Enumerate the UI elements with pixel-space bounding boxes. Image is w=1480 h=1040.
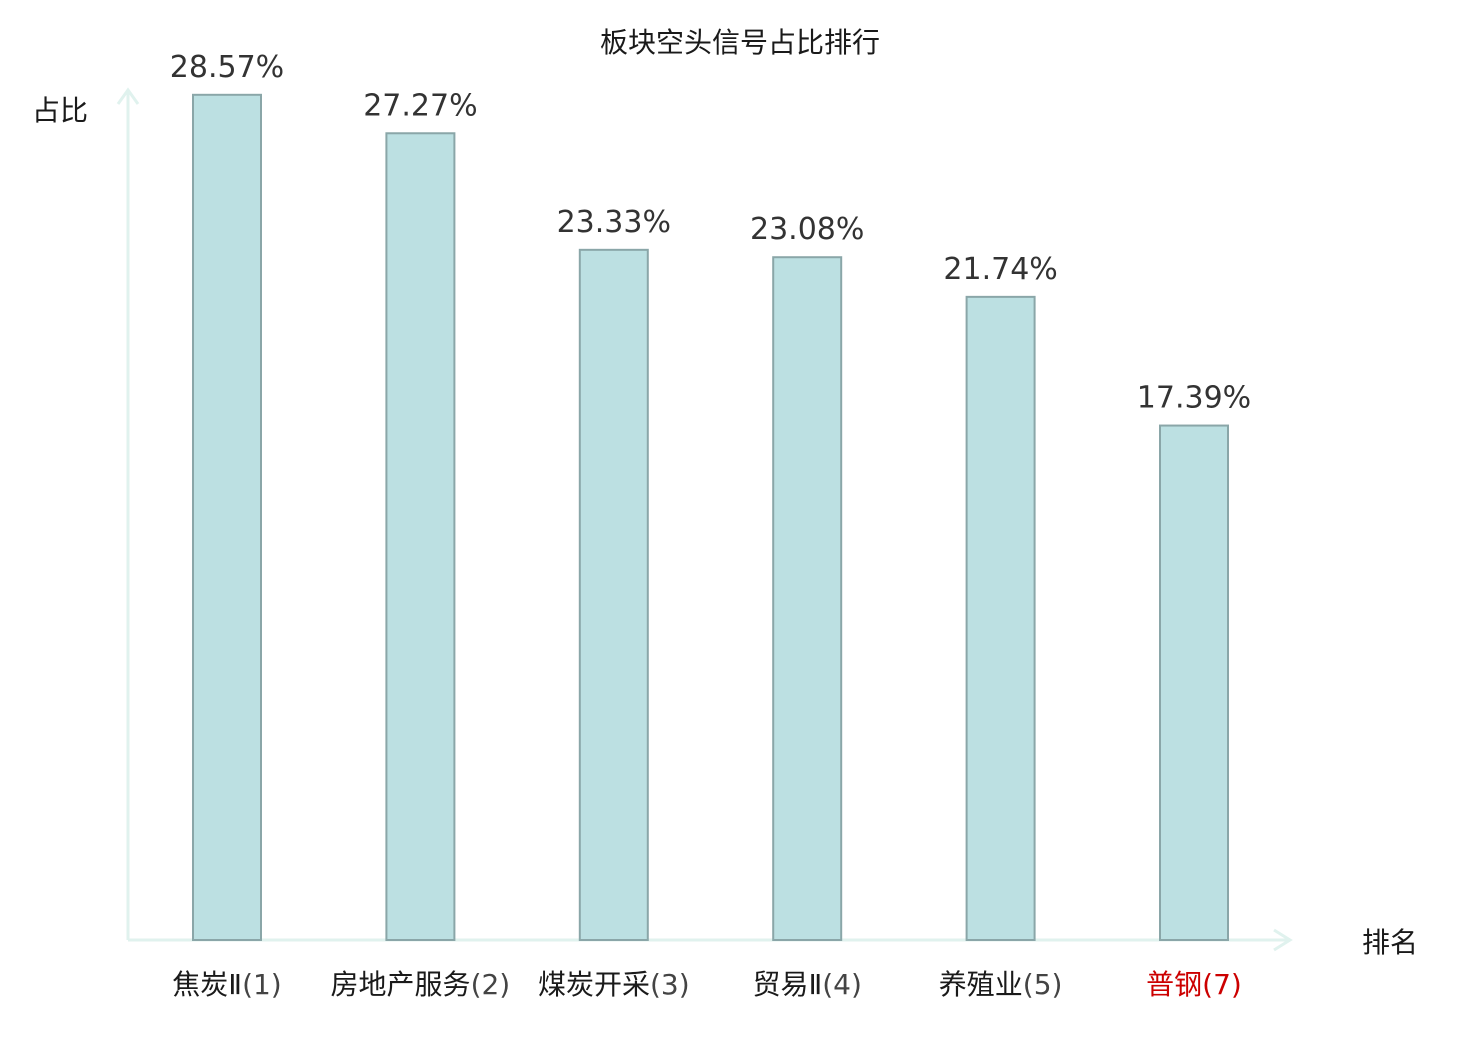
category-rank: (1): [242, 968, 282, 1001]
category-rank: (7): [1202, 968, 1242, 1001]
bar: [965, 295, 1036, 941]
data-label: 23.33%: [557, 205, 671, 240]
category-rank: (5): [1023, 968, 1063, 1001]
data-label: 17.39%: [1137, 381, 1251, 416]
category-rank: (2): [471, 968, 511, 1001]
category-rank: (3): [650, 968, 690, 1001]
bar: [772, 256, 843, 941]
x-axis-label: 排名: [1362, 926, 1418, 959]
bars-group: [192, 93, 1229, 942]
category-label: 煤炭开采(3): [538, 968, 690, 1001]
chart-title: 板块空头信号占比排行: [600, 26, 880, 59]
category-rank: (4): [822, 968, 862, 1001]
category-labels-group: 焦炭Ⅱ(1) 房地产服务(2) 煤炭开采(3) 贸易Ⅱ(4) 养殖业(5) 普钢(7): [172, 968, 1242, 1001]
data-label: 23.08%: [750, 212, 864, 247]
value-labels-group: 28.57% 27.27% 23.33% 23.08% 21.74% 17.39%: [170, 50, 1251, 416]
category-label: 焦炭Ⅱ(1): [172, 968, 281, 1001]
bar: [385, 132, 456, 941]
bar: [578, 248, 649, 941]
category-label: 普钢(7): [1146, 968, 1242, 1001]
data-label: 28.57%: [170, 50, 284, 85]
category-label: 养殖业(5): [939, 968, 1063, 1001]
data-label: 21.74%: [943, 252, 1057, 287]
bar: [192, 93, 262, 942]
y-axis-arrow-icon: [116, 87, 140, 105]
y-axis-label: 占比: [32, 94, 88, 127]
category-label: 贸易Ⅱ(4): [752, 968, 861, 1001]
x-axis-arrow-icon: [1273, 928, 1293, 952]
data-label: 27.27%: [363, 88, 477, 123]
bar: [1159, 424, 1229, 941]
category-label: 房地产服务(2): [331, 968, 511, 1001]
